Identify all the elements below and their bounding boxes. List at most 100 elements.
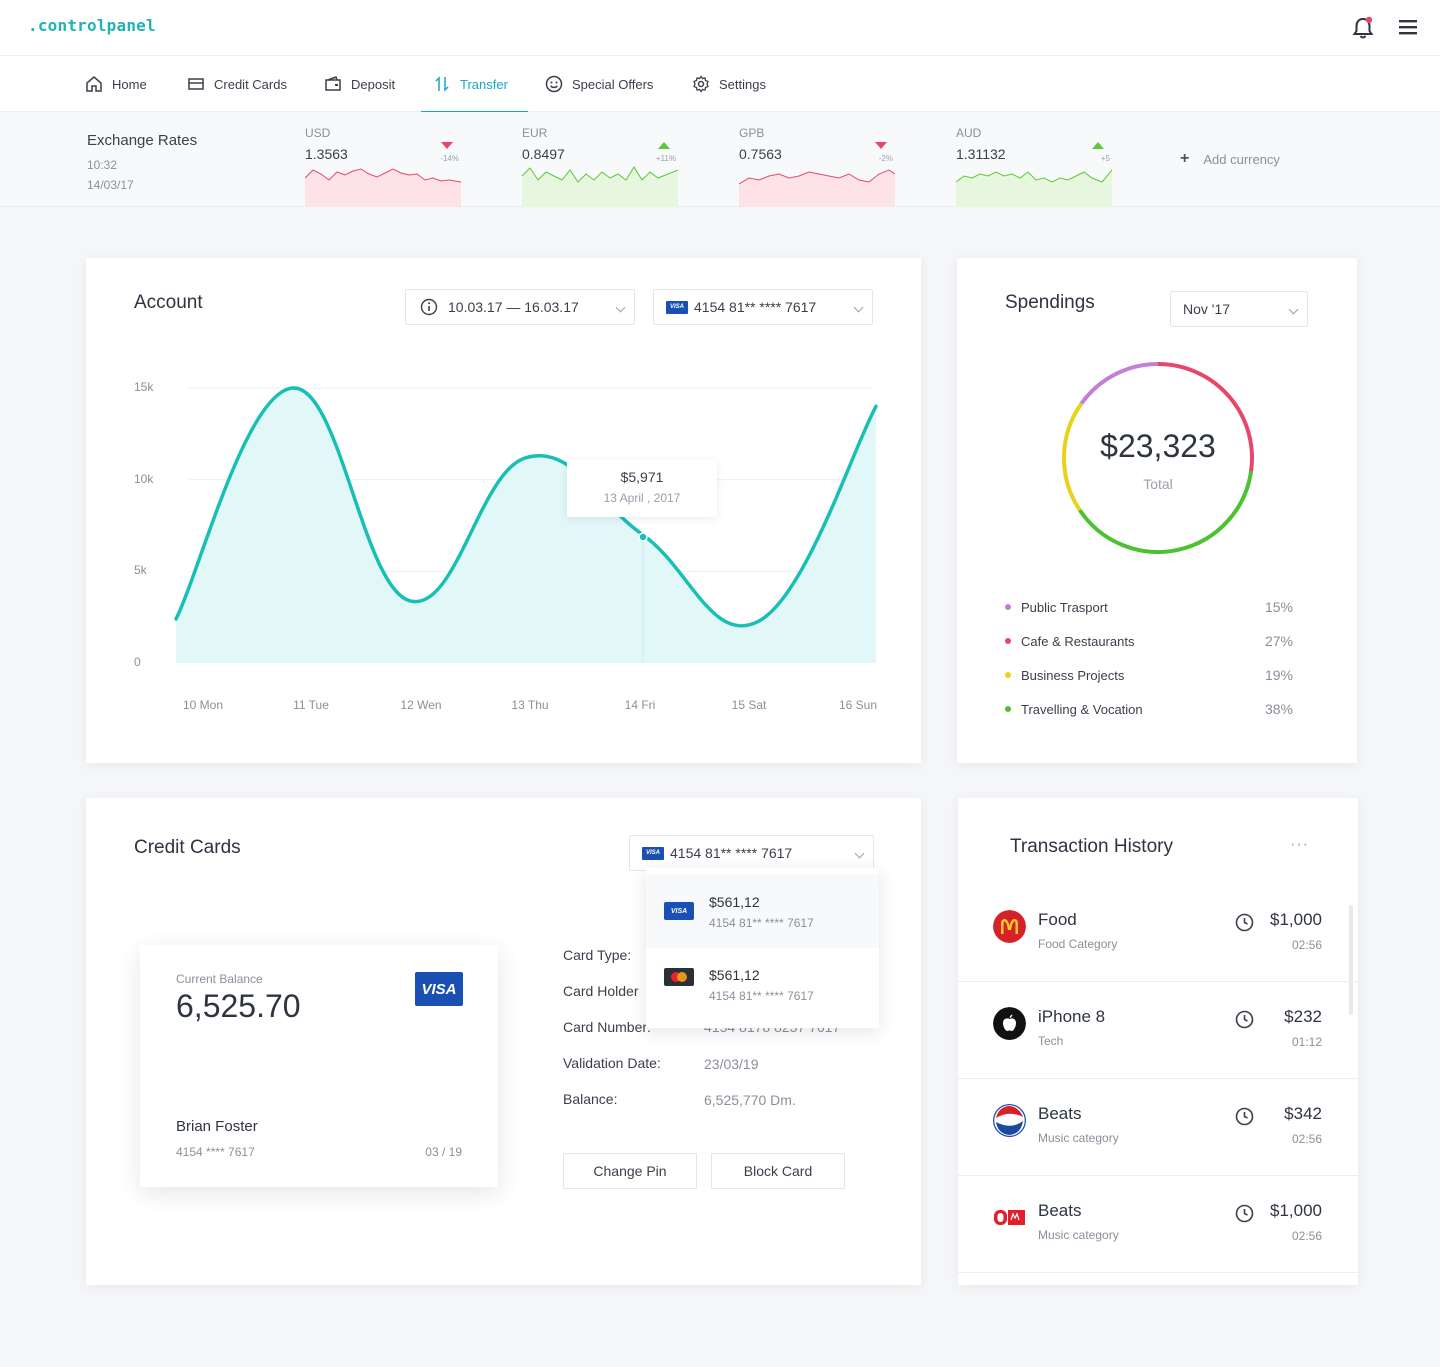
clock-icon (1235, 913, 1254, 932)
wallet-icon (325, 76, 341, 91)
exchange-time: 10:32 (87, 158, 118, 172)
validation-date-value: 23/03/19 (704, 1056, 759, 1072)
info-icon (420, 298, 438, 316)
card-expiry: 03 / 19 (425, 1145, 462, 1159)
add-currency-button[interactable]: + Add currency (1180, 150, 1280, 168)
account-card (86, 258, 921, 763)
mastercard-icon (664, 968, 694, 986)
more-options-icon[interactable]: ··· (1290, 836, 1309, 853)
currency-code: EUR (522, 126, 548, 140)
nav-special-offers[interactable]: Special Offers (545, 56, 653, 112)
nav-credit-cards[interactable]: Credit Cards (187, 56, 287, 112)
exchange-rates-bar: Exchange Rates 10:32 14/03/17 USD 1.3563… (0, 112, 1440, 207)
transaction-amount: $1,000 (1270, 1201, 1322, 1220)
credit-card-select-value: 4154 81** **** 7617 (670, 845, 793, 861)
legend-dot (1005, 638, 1011, 644)
donut-segment[interactable] (1157, 362, 1254, 472)
donut-segment[interactable] (1078, 471, 1254, 554)
exchange-title: Exchange Rates (87, 132, 198, 149)
legend-pct: 38% (1264, 701, 1293, 717)
currency-change: +5 (1100, 154, 1110, 163)
dropdown-amount: $561,12 (709, 967, 760, 983)
currency-rate: 0.8497 (522, 146, 565, 162)
transaction-title: iPhone 8 (1038, 1007, 1106, 1026)
notification-bell-icon[interactable] (1352, 16, 1374, 40)
x-tick-label: 15 Sat (731, 698, 767, 712)
legend-travelling-vocation: Travelling & Vocation 38% (1005, 699, 1293, 719)
nav-transfer[interactable]: Transfer (421, 56, 528, 113)
visa-icon: VISA (642, 846, 664, 860)
usd-sparkline (305, 168, 461, 207)
nav-settings[interactable]: Settings (692, 56, 766, 112)
home-icon (86, 76, 102, 92)
donut-segment[interactable] (1079, 362, 1159, 405)
credit-card-icon (188, 78, 204, 90)
trend-up-icon (1092, 142, 1104, 149)
card-number-masked: 4154 **** 7617 (176, 1145, 255, 1159)
x-tick-label: 16 Sun (838, 698, 878, 712)
block-card-button[interactable]: Block Card (711, 1153, 845, 1189)
nav-special-offers-label: Special Offers (572, 76, 654, 92)
balance-label: Current Balance (176, 972, 263, 986)
period-select[interactable]: Nov '17 (1170, 291, 1308, 327)
account-card-select[interactable]: VISA 4154 81** **** 7617 (653, 289, 873, 325)
change-pin-button[interactable]: Change Pin (563, 1153, 697, 1189)
currency-usd[interactable]: USD 1.3563 -14% (305, 112, 461, 207)
period-value: Nov '17 (1183, 301, 1231, 317)
mcdonalds-logo (993, 910, 1026, 943)
credit-card-visual[interactable]: Current Balance 6,525.70 VISA Brian Fost… (140, 945, 498, 1187)
chevron-down-icon (1288, 304, 1299, 315)
legend-label: Cafe & Restaurants (1021, 633, 1135, 649)
spendings-card (957, 258, 1357, 763)
aud-sparkline (956, 169, 1112, 207)
card-dropdown-menu: VISA $561,12 4154 81** **** 7617 $561,12… (646, 868, 879, 1028)
transaction-row[interactable]: Beats Music category $1,000 02:56 (958, 1176, 1358, 1273)
nav-transfer-label: Transfer (460, 76, 508, 92)
transaction-time: 02:56 (1291, 1229, 1322, 1243)
transaction-title: Beats (1038, 1201, 1082, 1220)
transaction-amount: $1,000 (1270, 910, 1322, 929)
x-tick-label: 14 Fri (624, 698, 656, 712)
legend-dot (1005, 604, 1011, 610)
nav-deposit[interactable]: Deposit (324, 56, 395, 112)
donut-segment[interactable] (1062, 402, 1084, 512)
transaction-history-title: Transaction History (1010, 836, 1173, 857)
transaction-history-card (958, 798, 1358, 1285)
currency-gpb[interactable]: GPB 0.7563 -2% (739, 112, 895, 207)
currency-aud[interactable]: AUD 1.31132 +5 (956, 112, 1112, 207)
currency-eur[interactable]: EUR 0.8497 +11% (522, 112, 678, 207)
transaction-amount: $342 (1284, 1104, 1322, 1123)
nav-deposit-label: Deposit (351, 76, 396, 92)
highlight-point[interactable] (638, 532, 648, 542)
transaction-row[interactable]: Beats Music category $342 02:56 (958, 1079, 1358, 1176)
dropdown-card-number: 4154 81** **** 7617 (709, 916, 814, 930)
dropdown-option-visa[interactable]: VISA $561,12 4154 81** **** 7617 (646, 874, 879, 948)
app-logo[interactable]: .controlpanel (28, 16, 156, 35)
currency-change: -14% (440, 154, 459, 163)
nav-home[interactable]: Home (85, 56, 147, 112)
hamburger-menu-icon[interactable] (1398, 18, 1418, 36)
trend-up-icon (658, 142, 670, 149)
validation-date-label: Validation Date: (563, 1055, 661, 1071)
y-tick-label: 15k (134, 380, 154, 394)
card-type-label: Card Type: (563, 947, 632, 963)
gpb-sparkline (739, 169, 895, 207)
credit-cards-title: Credit Cards (134, 837, 241, 858)
transfer-icon (435, 76, 449, 92)
balance-label: Balance: (563, 1091, 618, 1107)
transaction-row[interactable]: iPhone 8 Tech $232 01:12 (958, 982, 1358, 1079)
currency-rate: 0.7563 (739, 146, 782, 162)
date-range-select[interactable]: 10.03.17 — 16.03.17 (405, 289, 635, 325)
card-holder-name: Brian Foster (176, 1118, 258, 1135)
date-range-value: 10.03.17 — 16.03.17 (448, 299, 579, 315)
x-tick-label: 13 Thu (511, 698, 549, 712)
legend-cafe-restaurants: Cafe & Restaurants 27% (1005, 631, 1293, 651)
credit-card-select[interactable]: VISA 4154 81** **** 7617 (629, 835, 874, 871)
y-tick-label: 0 (134, 655, 141, 669)
dropdown-option-mastercard[interactable]: $561,12 4154 81** **** 7617 (646, 948, 879, 1022)
transaction-category: Food Category (1038, 937, 1118, 951)
transaction-scrollbar[interactable] (1349, 905, 1353, 1015)
currency-rate: 1.3563 (305, 146, 348, 162)
legend-label: Business Projects (1021, 667, 1125, 683)
transaction-row[interactable]: Food Food Category $1,000 02:56 (958, 885, 1358, 982)
